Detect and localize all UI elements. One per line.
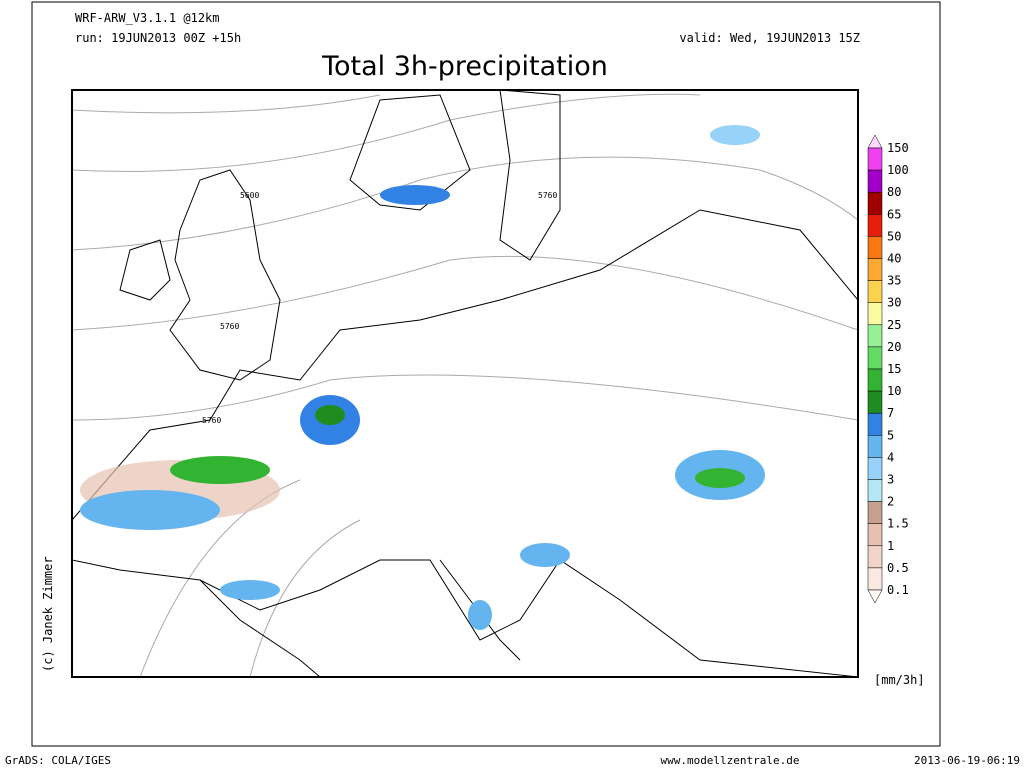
colorbar-label: 10 (887, 384, 901, 398)
colorbar-box (867, 567, 883, 591)
colorbar-label: 65 (887, 207, 901, 221)
colorbar-label: 0.1 (887, 583, 909, 597)
footer-center: www.modellzentrale.de (660, 754, 799, 767)
run-label: run: 19JUN2013 00Z +15h (75, 31, 241, 45)
colorbar-box (867, 147, 883, 171)
colorbar-box (867, 169, 883, 193)
precip-area (468, 600, 492, 630)
colorbar-box (867, 368, 883, 392)
colorbar-box (867, 280, 883, 303)
contour (71, 93, 701, 172)
contours (71, 93, 859, 678)
footer-left: GrADS: COLA/IGES (5, 754, 111, 767)
colorbar-box (867, 479, 883, 502)
precip-area (220, 580, 280, 600)
model-label: WRF-ARW_V3.1.1 @12km (75, 11, 220, 25)
contour (71, 94, 381, 114)
colorbar-box (867, 236, 883, 259)
colorbar-box (867, 390, 883, 414)
colorbar-label: 15 (887, 362, 901, 376)
precip-area (170, 456, 270, 484)
valid-label: valid: Wed, 19JUN2013 15Z (679, 31, 860, 45)
unit-label: [mm/3h] (874, 673, 925, 687)
contour-label: 5760 (538, 191, 557, 200)
colorbar-box (867, 457, 883, 480)
colorbar-label: 4 (887, 450, 894, 464)
colorbar-box (867, 412, 883, 436)
contour-label: 5760 (220, 322, 239, 331)
colorbar: 150 100 80 65 50 40 35 30 25 20 15 10 7 5 4 3 2 1.5 1 0.5 0.… (867, 134, 909, 604)
coast (119, 239, 171, 301)
contour (71, 374, 859, 421)
precip-area (315, 405, 345, 425)
colorbar-label: 40 (887, 252, 901, 266)
colorbar-box (867, 258, 883, 281)
precip-area (80, 490, 220, 530)
footer-right: 2013-06-19-06:19 (914, 754, 1020, 767)
colorbar-cap (867, 589, 883, 604)
colorbar-box (867, 346, 883, 370)
colorbar-label: 100 (887, 163, 909, 177)
colorbar-label: 0.5 (887, 561, 909, 575)
colorbar-cap (867, 134, 883, 149)
colorbar-label: 25 (887, 318, 901, 332)
colorbar-label: 80 (887, 185, 901, 199)
colorbar-label: 150 (887, 141, 909, 155)
coast (71, 209, 859, 678)
colorbar-box (867, 324, 883, 348)
colorbar-box (867, 545, 883, 569)
contour (71, 156, 859, 251)
colorbar-label: 35 (887, 274, 901, 288)
contour (249, 519, 361, 678)
colorbar-box (867, 435, 883, 458)
colorbar-label: 3 (887, 473, 894, 487)
coast (199, 579, 321, 678)
precip-area (695, 468, 745, 488)
map-border (71, 89, 859, 678)
coast (169, 169, 281, 381)
precip-area (520, 543, 570, 567)
colorbar-label: 1 (887, 539, 894, 553)
colorbar-box (867, 523, 883, 547)
frame (31, 1, 941, 747)
contour-label: 5600 (240, 191, 259, 200)
colorbar-box (867, 501, 883, 524)
colorbar-label: 7 (887, 406, 894, 420)
copyright: (c) Janek Zimmer (41, 556, 55, 672)
colorbar-label: 30 (887, 296, 901, 310)
colorbar-label: 5 (887, 428, 894, 442)
coastlines (71, 89, 859, 678)
precip-area (380, 185, 450, 205)
coast (349, 94, 471, 211)
colorbar-label: 20 (887, 340, 901, 354)
contour (71, 255, 859, 331)
precip-area (710, 125, 760, 145)
map-bg (72, 90, 858, 677)
map: 5600 5760 5760 5760 (71, 89, 859, 678)
colorbar-box (867, 302, 883, 326)
colorbar-label: 2 (887, 495, 894, 509)
colorbar-box (867, 191, 883, 215)
title: Total 3h-precipitation (321, 51, 608, 82)
colorbar-label: 50 (887, 229, 901, 243)
contour-label: 5760 (202, 416, 221, 425)
coast (499, 89, 561, 261)
colorbar-box (867, 214, 883, 237)
precipitation (80, 125, 765, 630)
colorbar-label: 1.5 (887, 517, 909, 531)
